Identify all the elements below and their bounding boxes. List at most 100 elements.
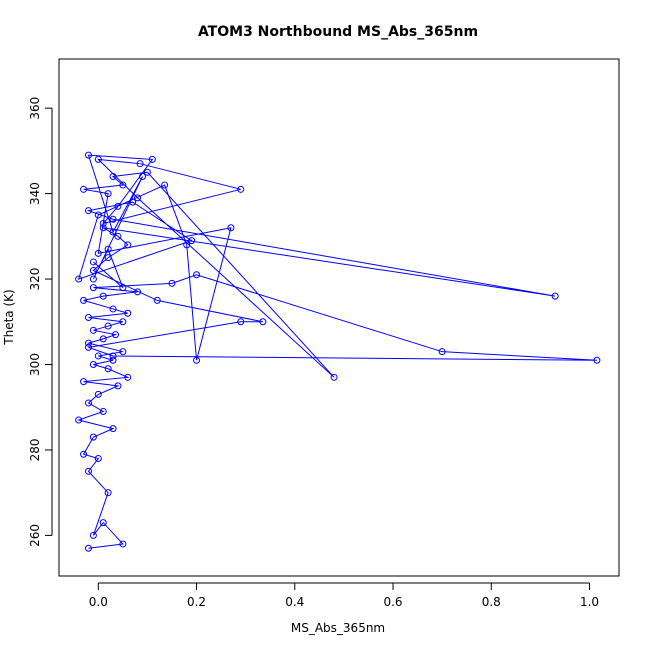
- data-point: [124, 309, 132, 317]
- data-point: [84, 544, 92, 552]
- x-axis-label: MS_Abs_365nm: [291, 621, 385, 635]
- data-point: [136, 160, 144, 168]
- data-point: [237, 185, 245, 193]
- data-point: [99, 335, 107, 343]
- data-point: [84, 399, 92, 407]
- x-axis: 0.0 0.2 0.4 0.6 0.8 1.0: [89, 582, 599, 609]
- plot-frame: [58, 58, 620, 577]
- data-point: [84, 207, 92, 215]
- data-point: [89, 433, 97, 441]
- data-point: [148, 155, 156, 163]
- data-point: [119, 318, 127, 326]
- data-point: [80, 450, 88, 458]
- data-point: [94, 390, 102, 398]
- data-point: [89, 361, 97, 368]
- data-point: [119, 348, 127, 356]
- data-point: [75, 275, 83, 283]
- data-point: [114, 382, 122, 390]
- data-point: [109, 173, 117, 180]
- data-point: [84, 339, 92, 347]
- data-point: [89, 258, 97, 266]
- data-point: [94, 455, 102, 462]
- y-tick-label: 260: [28, 524, 42, 547]
- y-tick-label: 300: [28, 353, 42, 376]
- data-point: [84, 467, 92, 475]
- data-point: [109, 352, 117, 360]
- data-point: [99, 224, 107, 232]
- y-tick-label: 280: [28, 439, 42, 462]
- y-axis-label: Theta (K): [2, 289, 16, 345]
- data-point: [134, 288, 142, 296]
- data-point: [119, 181, 127, 189]
- data-point: [80, 296, 88, 304]
- data-point: [109, 305, 117, 313]
- data-point: [75, 416, 83, 424]
- data-point: [84, 314, 92, 321]
- data-point: [124, 241, 132, 249]
- data-point: [111, 331, 119, 339]
- data-point: [109, 356, 117, 364]
- data-point: [99, 519, 107, 527]
- data-point: [80, 185, 88, 193]
- data-point: [89, 267, 97, 274]
- data-point: [119, 540, 127, 548]
- data-point: [259, 318, 267, 326]
- x-tick-label: 0.0: [89, 595, 108, 609]
- data-point: [114, 232, 122, 240]
- data-point: [109, 215, 117, 223]
- data-point: [104, 245, 112, 253]
- data-point: [109, 228, 117, 236]
- data-point: [80, 378, 88, 386]
- data-point: [99, 292, 107, 300]
- data-point: [104, 365, 112, 373]
- data-point: [124, 373, 132, 381]
- data-point: [94, 352, 102, 360]
- data-point: [84, 343, 92, 351]
- x-tick-label: 0.2: [187, 595, 206, 609]
- data-point: [104, 489, 112, 497]
- y-tick-label: 320: [28, 268, 42, 291]
- data-point: [593, 356, 601, 364]
- x-tick-label: 1.0: [580, 595, 599, 609]
- data-point: [114, 202, 122, 210]
- data-point: [89, 531, 97, 539]
- data-point: [104, 254, 112, 262]
- x-tick-label: 0.6: [383, 595, 402, 609]
- data-point: [193, 356, 201, 364]
- y-tick-label: 360: [28, 97, 42, 120]
- data-point: [99, 220, 107, 227]
- y-axis: 260 280 300 320 340 360: [28, 97, 53, 547]
- data-point: [153, 296, 161, 304]
- x-tick-label: 0.8: [482, 595, 501, 609]
- data-point: [89, 275, 97, 283]
- data-point: [94, 155, 102, 163]
- data-point: [134, 194, 142, 202]
- data-point: [99, 408, 107, 415]
- data-point: [89, 284, 97, 292]
- data-point: [330, 373, 338, 381]
- data-point: [89, 326, 97, 334]
- series-layer: [75, 151, 601, 552]
- data-point: [237, 318, 245, 326]
- data-point: [188, 237, 196, 245]
- data-point: [139, 173, 147, 180]
- series-line: [76, 154, 597, 549]
- data-point: [119, 284, 127, 292]
- chart-title: ATOM3 Northbound MS_Abs_365nm: [198, 24, 478, 40]
- x-tick-label: 0.4: [285, 595, 304, 609]
- data-point: [551, 292, 559, 300]
- data-point: [143, 168, 151, 176]
- data-point: [84, 151, 92, 159]
- data-point: [129, 198, 137, 206]
- data-point: [168, 279, 176, 287]
- data-point: [227, 224, 235, 232]
- data-point: [94, 211, 102, 219]
- data-point: [161, 181, 169, 189]
- data-point: [104, 190, 112, 198]
- data-point: [438, 348, 446, 356]
- data-point: [183, 241, 191, 249]
- data-point: [94, 249, 102, 257]
- data-point: [104, 322, 112, 330]
- y-tick-label: 340: [28, 182, 42, 205]
